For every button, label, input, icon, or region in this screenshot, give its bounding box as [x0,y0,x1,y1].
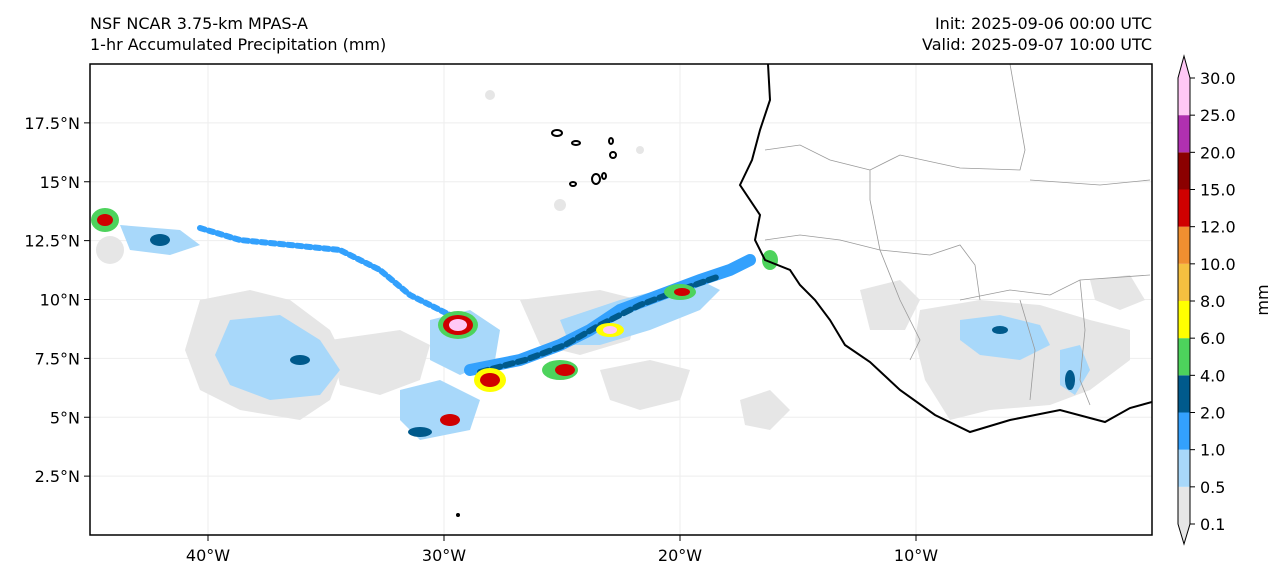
colorbar-unit-label: mm [1253,284,1272,315]
colorbar-segment [1178,338,1190,376]
colorbar-segment [1178,412,1190,450]
model-title: NSF NCAR 3.75-km MPAS-A [90,14,308,33]
colorbar-segment [1178,375,1190,413]
colorbar-tick-label: 6.0 [1200,329,1225,348]
colorbar-tick-label: 30.0 [1200,69,1236,88]
cabo-verde-islands [551,129,617,187]
colorbar-segment [1178,56,1190,116]
colorbar-tick-label: 25.0 [1200,106,1236,125]
lon-tick-label: 40°W [186,546,230,565]
colorbar-tick-label: 1.0 [1200,441,1225,460]
lat-tick-label: 15°N [40,173,80,192]
precip-heavy-cores [91,208,1075,437]
lon-tick-label: 30°W [422,546,466,565]
colorbar-tick-label: 8.0 [1200,292,1225,311]
map-header-right: Init: 2025-09-06 00:00 UTC Valid: 2025-0… [800,13,1152,55]
lat-tick-label: 17.5°N [24,114,80,133]
colorbar-segment [1178,486,1190,544]
lat-tick-label: 12.5°N [24,232,80,251]
colorbar-tick-label: 10.0 [1200,255,1236,274]
colorbar-segment [1178,226,1190,264]
precip-light-blue-layer [120,225,1090,440]
colorbar-tick-label: 0.5 [1200,478,1225,497]
lat-tick-label: 7.5°N [35,349,80,368]
map-content [91,64,1152,517]
map-header-left: NSF NCAR 3.75-km MPAS-A 1-hr Accumulated… [90,13,386,55]
lat-tick-label: 5°N [50,408,80,427]
precip-band-eastern [464,254,756,376]
lat-tick-label: 2.5°N [35,467,80,486]
coastline [738,64,1152,434]
init-time: Init: 2025-09-06 00:00 UTC [934,14,1152,33]
small-island [456,513,460,517]
colorbar-tick-label: 4.0 [1200,366,1225,385]
lat-tick-label: 10°N [40,291,80,310]
colorbar-segment [1178,263,1190,301]
colorbar-segment [1178,449,1190,487]
lon-tick-label: 10°W [894,546,938,565]
map-axis-ticks: 2.5°N 5°N 7.5°N 10°N 12.5°N 15°N 17.5°N 40°W 30°… [24,114,938,565]
valid-time: Valid: 2025-09-07 10:00 UTC [921,35,1152,54]
colorbar-segment [1178,301,1190,339]
precip-band-western [197,225,473,328]
colorbar-segment [1178,152,1190,190]
colorbar-segment [1178,189,1190,227]
colorbar-tick-label: 2.0 [1200,404,1225,423]
country-borders [764,64,1151,406]
lon-tick-label: 20°W [658,546,702,565]
colorbar-tick-label: 15.0 [1200,181,1236,200]
colorbar: 0.1 0.5 1.0 2.0 4.0 6.0 8.0 10.0 12.0 15.0 20.0 25.… [1177,54,1236,546]
colorbar-tick-label: 12.0 [1200,218,1236,237]
colorbar-tick-label: 0.1 [1200,515,1225,534]
field-title: 1-hr Accumulated Precipitation (mm) [90,35,387,54]
colorbar-segment [1178,115,1190,153]
colorbar-tick-label: 20.0 [1200,143,1236,162]
